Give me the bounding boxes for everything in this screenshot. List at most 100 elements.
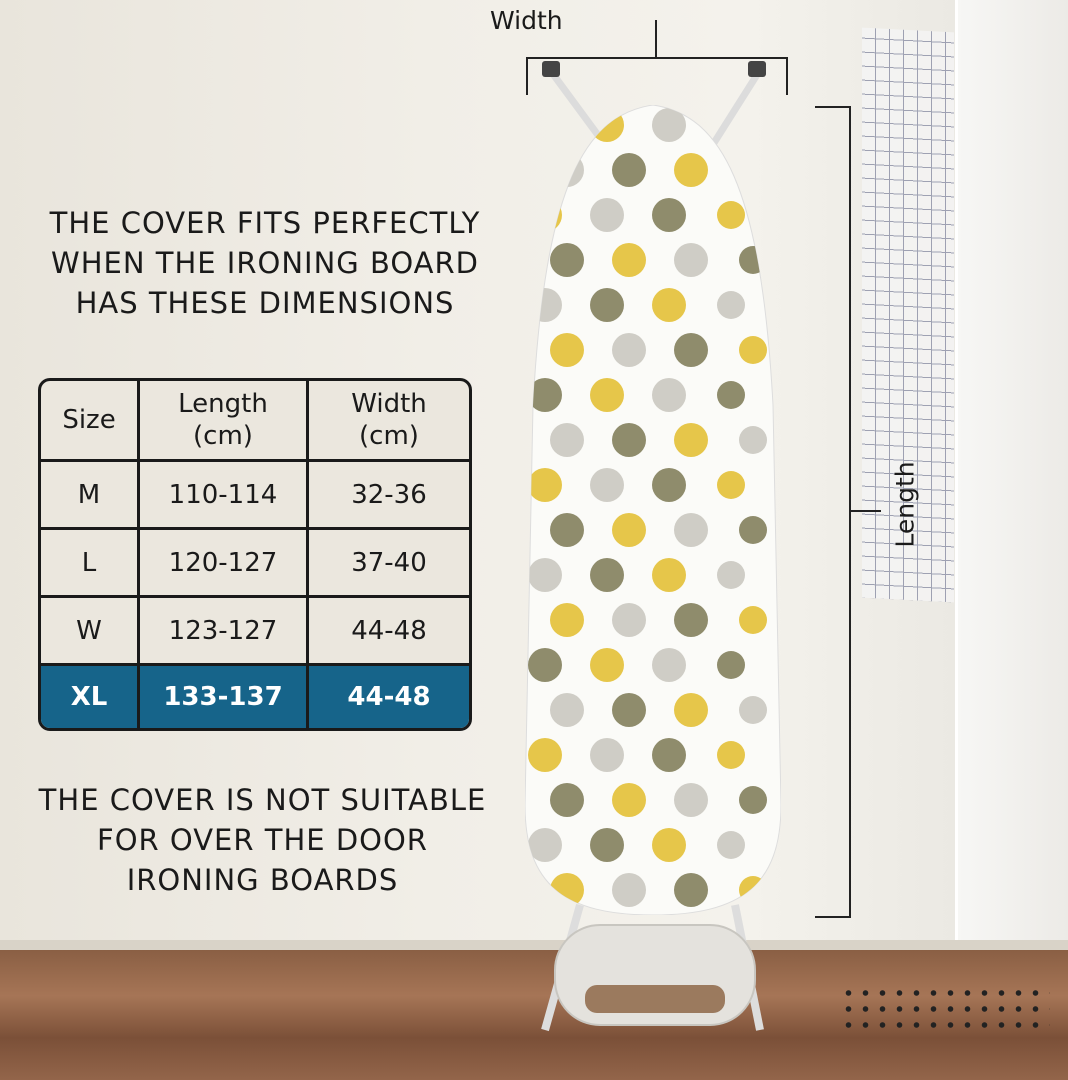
- pattern-dot: [674, 333, 708, 367]
- pattern-dot: [652, 198, 686, 232]
- pattern-dot: [550, 153, 584, 187]
- pattern-dot: [652, 738, 686, 772]
- cell-size: XL: [41, 666, 140, 728]
- pattern-dot: [739, 786, 767, 814]
- pattern-dot: [739, 696, 767, 724]
- cell-width: 44-48: [309, 598, 469, 667]
- fit-heading-line: HAS THESE DIMENSIONS: [75, 286, 455, 320]
- pattern-dot: [717, 381, 745, 409]
- pattern-dot: [612, 513, 646, 547]
- pattern-dot: [717, 291, 745, 319]
- pattern-dot: [674, 153, 708, 187]
- pattern-dot: [739, 336, 767, 364]
- pattern-dot: [528, 648, 562, 682]
- pattern-dot: [590, 288, 624, 322]
- pattern-dot: [674, 693, 708, 727]
- cell-width: 44-48: [309, 666, 469, 728]
- pattern-dot: [528, 108, 562, 142]
- table-row: L 120-127 37-40: [41, 530, 469, 599]
- pattern-dot: [674, 513, 708, 547]
- pattern-dot: [739, 876, 767, 904]
- pattern-dot: [612, 243, 646, 277]
- header-text: Width: [351, 389, 427, 419]
- table-row: M 110-114 32-36: [41, 462, 469, 531]
- pattern-dot: [612, 423, 646, 457]
- header-width: Width (cm): [309, 381, 469, 462]
- warning-heading: THE COVER IS NOT SUITABLE FOR OVER THE D…: [25, 780, 500, 900]
- pattern-dot: [590, 828, 624, 862]
- cell-length: 110-114: [140, 462, 309, 531]
- pattern-dot: [652, 648, 686, 682]
- pattern-dot: [550, 603, 584, 637]
- board-frame: [541, 61, 766, 1032]
- pattern-dot: [550, 333, 584, 367]
- pattern-dot: [590, 558, 624, 592]
- pattern-dot: [528, 828, 562, 862]
- pattern-dot: [590, 738, 624, 772]
- pattern-dot: [550, 873, 584, 907]
- table-header-row: Size Length (cm) Width (cm): [41, 381, 469, 462]
- pattern-dot: [739, 156, 767, 184]
- pattern-dot: [652, 468, 686, 502]
- cell-size: M: [41, 462, 140, 531]
- pattern-dot: [590, 648, 624, 682]
- pattern-dot: [528, 378, 562, 412]
- warning-line: FOR OVER THE DOOR: [97, 823, 428, 857]
- pattern-dot: [717, 471, 745, 499]
- pattern-dot: [674, 423, 708, 457]
- pattern-dot: [652, 558, 686, 592]
- pattern-dot: [612, 153, 646, 187]
- pattern-dot: [528, 738, 562, 772]
- cell-length: 120-127: [140, 530, 309, 599]
- pattern-dot: [590, 198, 624, 232]
- pattern-dot: [590, 468, 624, 502]
- pattern-dot: [550, 513, 584, 547]
- pattern-dot: [717, 651, 745, 679]
- pattern-dot: [612, 333, 646, 367]
- warning-line: IRONING BOARDS: [126, 863, 399, 897]
- length-label: Length: [890, 461, 920, 548]
- pattern-dot: [528, 198, 562, 232]
- pattern-dot: [717, 201, 745, 229]
- width-label: Width: [490, 6, 563, 35]
- pattern-dot: [550, 693, 584, 727]
- cell-width: 32-36: [309, 462, 469, 531]
- pattern-dot: [739, 516, 767, 544]
- pattern-dot: [674, 603, 708, 637]
- cell-length: 123-127: [140, 598, 309, 667]
- pattern-dot: [652, 108, 686, 142]
- pattern-dot: [652, 378, 686, 412]
- pattern-dot: [674, 873, 708, 907]
- pattern-dot: [739, 426, 767, 454]
- cell-size: W: [41, 598, 140, 667]
- fit-heading-line: THE COVER FITS PERFECTLY: [49, 206, 481, 240]
- background-shelf: [955, 0, 1068, 1080]
- pattern-dot: [612, 873, 646, 907]
- pattern-dot: [652, 288, 686, 322]
- fit-heading-line: WHEN THE IRONING BOARD: [51, 246, 479, 280]
- pattern-dot: [717, 111, 745, 139]
- pattern-dot: [739, 246, 767, 274]
- header-text: Size: [62, 405, 116, 435]
- header-unit: (cm): [193, 421, 253, 451]
- pattern-dot: [528, 288, 562, 322]
- width-bracket: [526, 57, 788, 95]
- table-row: W 123-127 44-48: [41, 598, 469, 667]
- cell-size: L: [41, 530, 140, 599]
- header-unit: (cm): [359, 421, 419, 451]
- pattern-dot: [590, 378, 624, 412]
- pattern-dot: [612, 693, 646, 727]
- pattern-dot: [612, 783, 646, 817]
- pattern-dot: [528, 468, 562, 502]
- width-bracket-tick: [655, 20, 657, 57]
- pattern-dot: [674, 243, 708, 277]
- pattern-dot: [612, 603, 646, 637]
- pattern-dot: [528, 558, 562, 592]
- pattern-dot: [652, 828, 686, 862]
- length-bracket-tick: [851, 510, 881, 512]
- header-text: Length: [178, 389, 268, 419]
- decorative-dot-grid: [840, 985, 1050, 1035]
- table-row-highlighted: XL 133-137 44-48: [41, 666, 469, 728]
- cell-width: 37-40: [309, 530, 469, 599]
- size-table: Size Length (cm) Width (cm) M 110-114 32-36 …: [38, 378, 472, 731]
